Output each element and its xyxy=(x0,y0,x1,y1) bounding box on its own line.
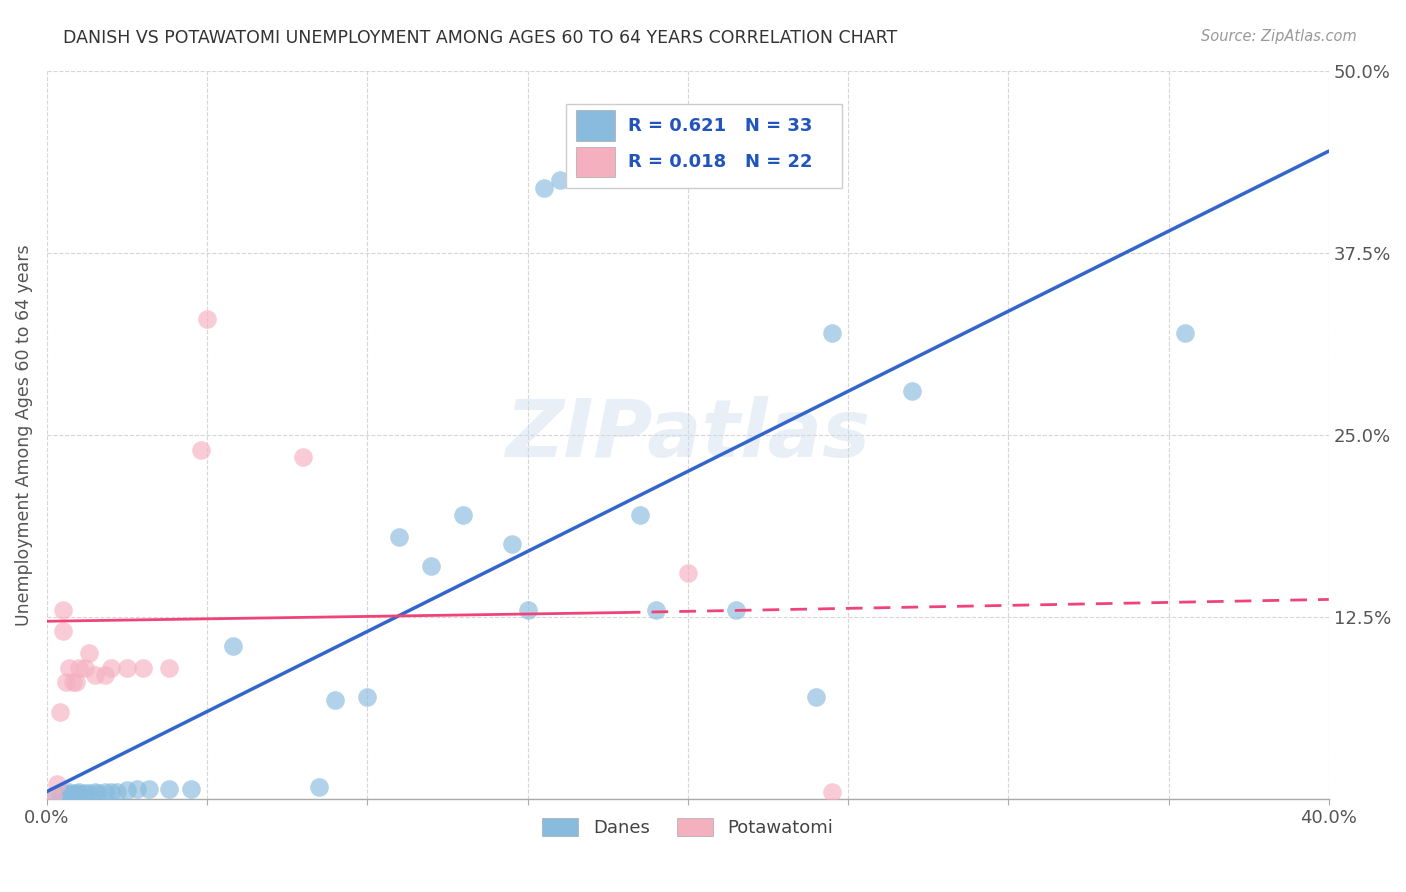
Text: Source: ZipAtlas.com: Source: ZipAtlas.com xyxy=(1201,29,1357,44)
Point xyxy=(821,784,844,798)
Point xyxy=(157,661,180,675)
Point xyxy=(42,789,65,803)
Point xyxy=(901,384,924,399)
Point xyxy=(388,530,411,544)
Point xyxy=(75,786,97,800)
Point xyxy=(157,781,180,796)
Point xyxy=(100,661,122,675)
Point xyxy=(115,661,138,675)
Point xyxy=(125,781,148,796)
Text: DANISH VS POTAWATOMI UNEMPLOYMENT AMONG AGES 60 TO 64 YEARS CORRELATION CHART: DANISH VS POTAWATOMI UNEMPLOYMENT AMONG … xyxy=(63,29,897,46)
Point xyxy=(222,639,245,653)
Point xyxy=(77,786,100,800)
Point xyxy=(67,784,90,798)
Point xyxy=(195,311,218,326)
Point xyxy=(84,668,107,682)
Point xyxy=(1173,326,1195,340)
Point xyxy=(180,781,202,796)
Point xyxy=(804,690,827,704)
Point xyxy=(42,789,65,803)
Point xyxy=(821,326,844,340)
Legend: Danes, Potawatomi: Danes, Potawatomi xyxy=(536,811,841,845)
Text: R = 0.621   N = 33: R = 0.621 N = 33 xyxy=(627,117,811,135)
Point xyxy=(65,675,87,690)
Point xyxy=(58,788,80,802)
Point xyxy=(548,173,571,187)
Y-axis label: Unemployment Among Ages 60 to 64 years: Unemployment Among Ages 60 to 64 years xyxy=(15,244,32,626)
Point xyxy=(48,789,70,803)
FancyBboxPatch shape xyxy=(567,103,842,187)
Point xyxy=(533,180,555,194)
Point xyxy=(58,661,80,675)
Point xyxy=(84,784,107,798)
Point xyxy=(190,442,212,457)
Point xyxy=(93,668,115,682)
Point xyxy=(48,705,70,719)
Point xyxy=(453,508,475,522)
Point xyxy=(55,675,77,690)
Point xyxy=(115,783,138,797)
Point xyxy=(100,784,122,798)
Point xyxy=(55,788,77,802)
Point xyxy=(45,777,67,791)
Point xyxy=(77,646,100,660)
Point xyxy=(65,786,87,800)
Point xyxy=(516,602,538,616)
Point xyxy=(724,602,747,616)
Point xyxy=(52,624,75,639)
Point xyxy=(67,661,90,675)
Point xyxy=(75,661,97,675)
Point xyxy=(501,537,523,551)
Point xyxy=(67,788,90,802)
Point xyxy=(420,558,443,573)
Point xyxy=(93,784,115,798)
Point xyxy=(676,566,699,581)
Point xyxy=(52,786,75,800)
FancyBboxPatch shape xyxy=(576,147,614,178)
Point xyxy=(132,661,155,675)
Point xyxy=(58,784,80,798)
Text: R = 0.018   N = 22: R = 0.018 N = 22 xyxy=(627,153,813,171)
Point xyxy=(138,781,160,796)
Point xyxy=(62,675,84,690)
Point xyxy=(644,602,666,616)
Point xyxy=(87,786,110,800)
Point xyxy=(105,784,128,798)
Point xyxy=(292,450,315,464)
FancyBboxPatch shape xyxy=(576,111,614,141)
Point xyxy=(62,788,84,802)
Point xyxy=(52,602,75,616)
Point xyxy=(323,693,346,707)
Point xyxy=(628,508,651,522)
Point xyxy=(356,690,378,704)
Text: ZIPatlas: ZIPatlas xyxy=(505,396,870,474)
Point xyxy=(308,780,330,795)
